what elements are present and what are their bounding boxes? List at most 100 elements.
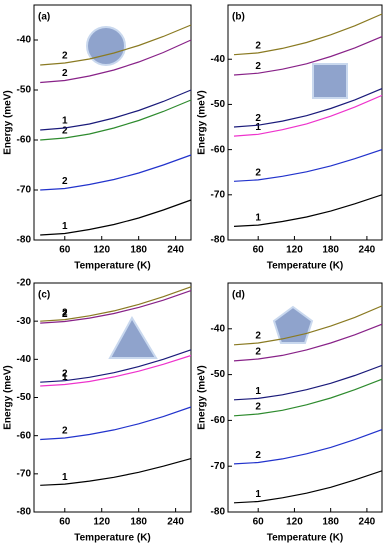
series-line <box>233 364 383 401</box>
series-line <box>40 154 192 191</box>
x-tick-label: 240 <box>359 245 376 256</box>
x-tick-label: 180 <box>322 517 339 528</box>
triangle-icon <box>108 315 158 359</box>
x-tick-label: 180 <box>322 245 339 256</box>
series-line <box>40 406 192 441</box>
x-tick-label: 240 <box>167 517 184 528</box>
series-line <box>233 13 383 56</box>
y-tick-label: -30 <box>17 316 32 327</box>
x-tick-label: 180 <box>130 245 147 256</box>
series-line <box>40 199 192 236</box>
y-tick-label: -60 <box>17 135 32 146</box>
panel-title: (d) <box>232 290 245 301</box>
series-label: 2 <box>62 426 68 437</box>
series-line <box>233 36 383 76</box>
y-tick-label: -40 <box>211 323 226 334</box>
x-tick-label: 180 <box>130 517 147 528</box>
series-label: 1 <box>62 472 68 483</box>
series-label: 2 <box>255 113 261 124</box>
x-axis-label: Temperature (K) <box>74 261 151 272</box>
series-line <box>233 429 383 465</box>
panel: -80 -70 -60 -50 -40 60 120 180 240 Temperature (K… <box>3 4 192 272</box>
series-label: 1 <box>255 386 261 397</box>
y-tick-label: -60 <box>17 430 32 441</box>
panel-title: (b) <box>232 12 245 23</box>
series-label: 2 <box>255 41 261 52</box>
series-line <box>233 305 383 346</box>
series-label: 2 <box>255 331 261 342</box>
panel-title: (c) <box>38 290 50 301</box>
y-tick-label: -50 <box>17 392 32 403</box>
series-label: 2 <box>255 61 261 72</box>
series-line <box>40 39 192 84</box>
panel: -80 -70 -60 -50 -40 -30 -20 60 120 180 240 Temperat… <box>3 278 192 544</box>
x-tick-label: 60 <box>59 517 71 528</box>
series-label: 1 <box>255 213 261 224</box>
y-tick-label: -50 <box>17 85 32 96</box>
y-tick-label: -60 <box>211 144 226 155</box>
plot-frame <box>227 4 383 241</box>
series-line <box>40 286 192 322</box>
y-tick-label: -40 <box>211 54 226 65</box>
plot-frame <box>227 282 383 513</box>
x-tick-label: 60 <box>253 245 265 256</box>
pentagon-icon <box>272 305 314 344</box>
y-tick-label: -80 <box>211 235 226 246</box>
series-label: 2 <box>62 68 68 79</box>
x-tick-label: 120 <box>286 517 303 528</box>
panel: -80 -70 -60 -50 -40 60 120 180 240 Temperature (K… <box>197 282 383 544</box>
y-tick-label: -70 <box>211 189 226 200</box>
y-tick-label: -50 <box>211 99 226 110</box>
series-label: 1 <box>255 489 261 500</box>
series-line <box>40 24 192 66</box>
series-line <box>233 88 383 128</box>
series-label: 1 <box>62 116 68 127</box>
x-tick-label: 240 <box>359 517 376 528</box>
y-tick-label: -70 <box>17 185 32 196</box>
series-line <box>40 458 192 486</box>
y-tick-label: -60 <box>211 415 226 426</box>
y-axis-label: Energy (meV) <box>197 90 208 154</box>
y-axis-label: Energy (meV) <box>3 90 14 154</box>
series-label: 2 <box>62 309 68 320</box>
series-line <box>233 378 383 417</box>
y-tick-label: -40 <box>17 35 32 46</box>
x-axis-label: Temperature (K) <box>267 261 344 272</box>
y-tick-label: -80 <box>211 507 226 518</box>
x-tick-label: 240 <box>167 245 184 256</box>
series-label: 2 <box>62 51 68 62</box>
series-line <box>233 149 383 182</box>
series-label: 2 <box>62 176 68 187</box>
x-tick-label: 120 <box>286 245 303 256</box>
series-label: 2 <box>62 307 68 318</box>
series-line <box>40 89 192 131</box>
series-line <box>233 94 383 137</box>
series-label: 2 <box>255 402 261 413</box>
x-tick-label: 60 <box>59 245 71 256</box>
series-label: 2 <box>255 347 261 358</box>
circle-icon <box>86 26 126 66</box>
y-axis-label: Energy (meV) <box>197 365 208 429</box>
y-tick-label: -80 <box>17 507 32 518</box>
y-axis-label: Energy (meV) <box>3 365 14 429</box>
series-line <box>40 349 192 383</box>
series-line <box>40 290 192 324</box>
y-tick-label: -70 <box>17 468 32 479</box>
series-label: 2 <box>62 126 68 137</box>
series-line <box>233 470 383 504</box>
series-line <box>40 354 192 387</box>
x-tick-label: 120 <box>93 245 110 256</box>
panel-title: (a) <box>38 12 50 23</box>
x-axis-label: Temperature (K) <box>267 533 344 544</box>
series-label: 2 <box>255 450 261 461</box>
panel: -80 -70 -60 -50 -40 60 120 180 240 Temperature (K… <box>197 4 383 272</box>
x-tick-label: 60 <box>253 517 265 528</box>
series-line <box>233 194 383 227</box>
y-tick-label: -70 <box>211 461 226 472</box>
series-label: 1 <box>255 122 261 133</box>
series-label: 1 <box>62 221 68 232</box>
x-tick-label: 120 <box>93 517 110 528</box>
x-axis-label: Temperature (K) <box>74 533 151 544</box>
series-line <box>233 323 383 362</box>
